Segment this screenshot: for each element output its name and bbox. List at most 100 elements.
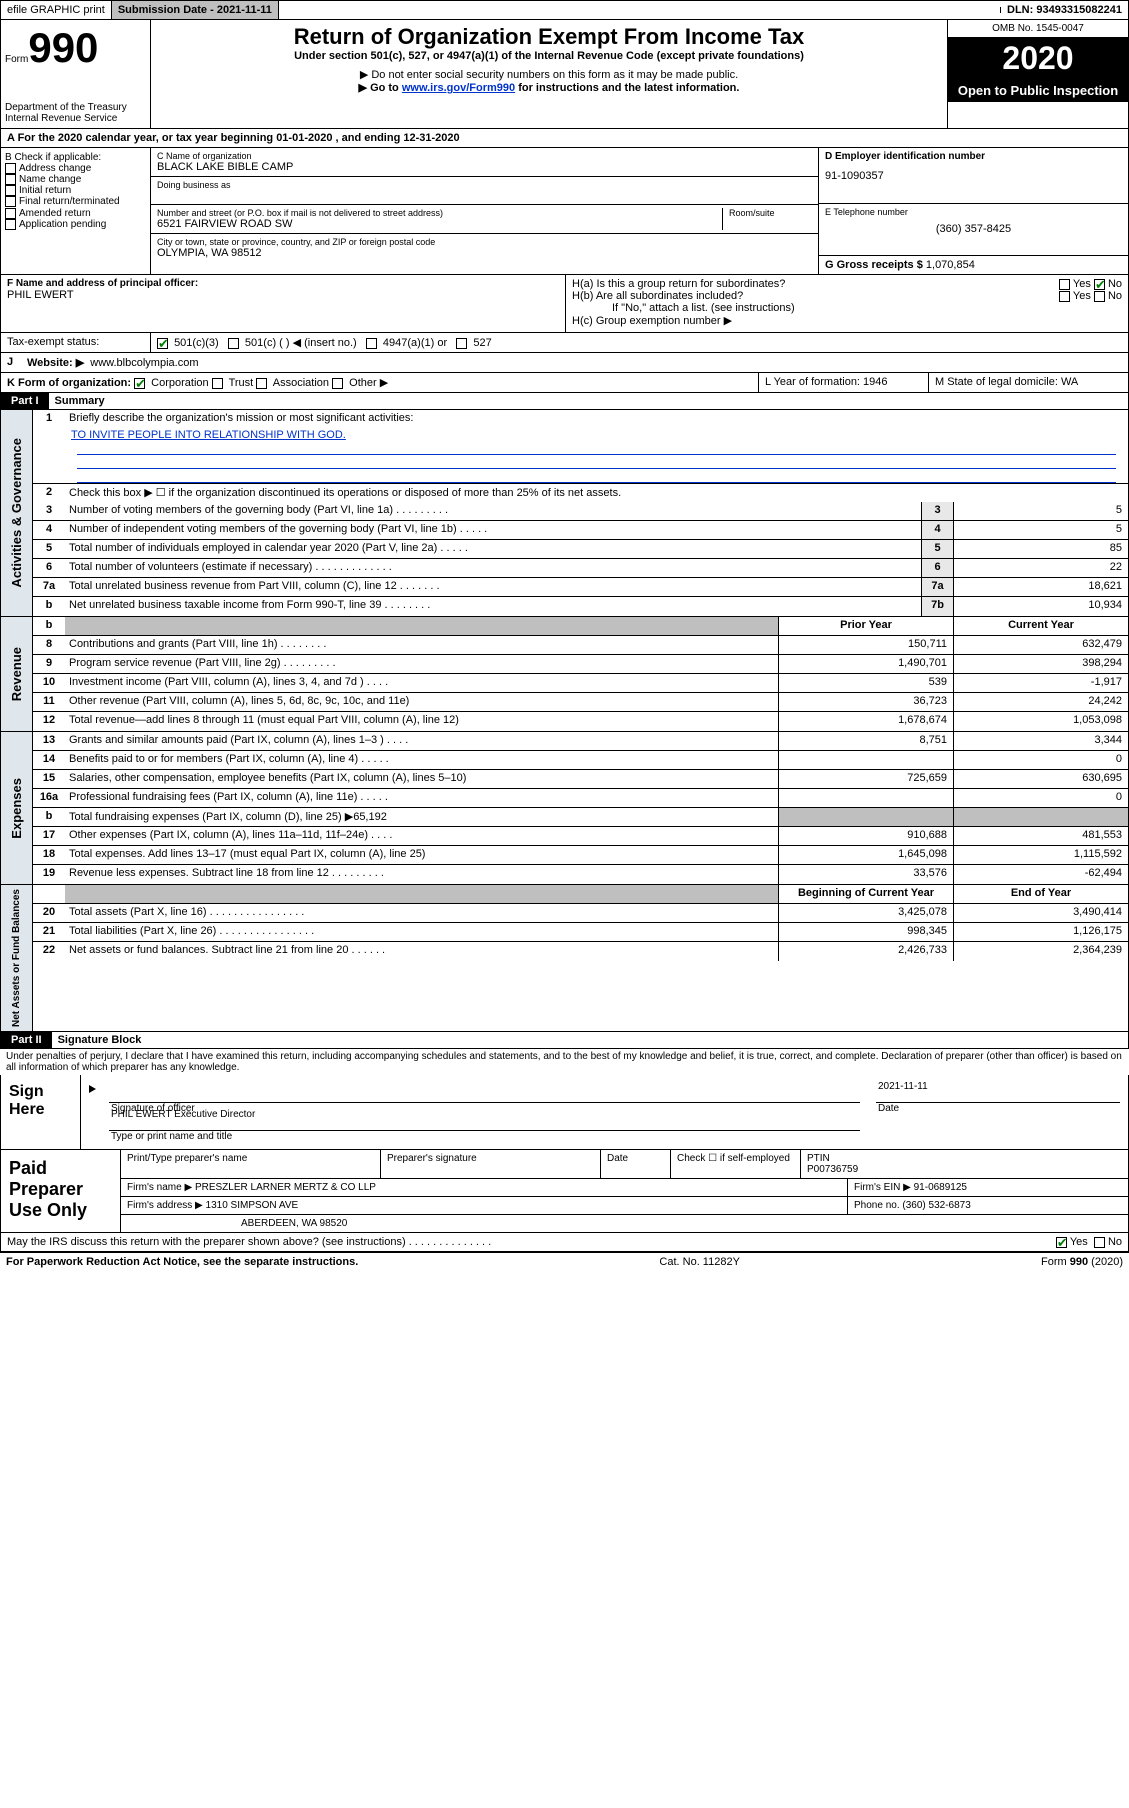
hb-yes: Yes: [1073, 290, 1091, 302]
c11: 24,242: [953, 693, 1128, 711]
row-j: J Website: ▶ www.blbcolympia.com: [0, 353, 1129, 373]
subtitle-1: Under section 501(c), 527, or 4947(a)(1)…: [155, 50, 943, 62]
c18: 1,115,592: [953, 846, 1128, 864]
phone: (360) 357-8425: [825, 223, 1122, 235]
dba-label: Doing business as: [157, 180, 812, 190]
row-klm: K Form of organization: Corporation Trus…: [0, 373, 1129, 393]
prep-name-h: Print/Type preparer's name: [121, 1150, 381, 1178]
begin-header: Beginning of Current Year: [778, 885, 953, 903]
instructions-link[interactable]: www.irs.gov/Form990: [402, 82, 515, 94]
exp-body: 13Grants and similar amounts paid (Part …: [33, 732, 1128, 884]
prep-body: Print/Type preparer's name Preparer's si…: [121, 1150, 1128, 1232]
l21: Total liabilities (Part X, line 26) . . …: [65, 923, 778, 941]
p12: 1,678,674: [778, 712, 953, 731]
arrow-icon: [89, 1085, 96, 1093]
city-box: City or town, state or province, country…: [151, 234, 818, 262]
website: www.blbcolympia.com: [90, 357, 198, 369]
l17: Other expenses (Part IX, column (A), lin…: [65, 827, 778, 845]
p16a: [778, 789, 953, 807]
footer-mid: Cat. No. 11282Y: [659, 1256, 740, 1268]
subtitle-2: ▶ Do not enter social security numbers o…: [155, 68, 943, 81]
mission-block: TO INVITE PEOPLE INTO RELATIONSHIP WITH …: [33, 429, 1128, 483]
hb-no: No: [1108, 290, 1122, 302]
ha-no: No: [1108, 278, 1122, 290]
ptin: P00736759: [807, 1164, 858, 1175]
box-deg: D Employer identification number 91-1090…: [818, 148, 1128, 274]
sign-section: Sign Here Signature of officer PHIL EWER…: [0, 1075, 1129, 1150]
penalty-text: Under penalties of perjury, I declare th…: [0, 1049, 1129, 1075]
l7a-val: 18,621: [953, 578, 1128, 596]
date-sublabel: Date: [878, 1103, 899, 1114]
l12: Total revenue—add lines 8 through 11 (mu…: [65, 712, 778, 731]
spacer: [279, 7, 1001, 13]
receipts: 1,070,854: [926, 259, 975, 271]
info-grid: B Check if applicable: Address change Na…: [0, 148, 1129, 275]
sig-date: 2021-11-11 Date: [876, 1079, 1120, 1103]
j-key: J: [1, 353, 21, 372]
c14: 0: [953, 751, 1128, 769]
dept-label: Department of the Treasury Internal Reve…: [5, 102, 146, 124]
name-label: C Name of organization: [157, 151, 812, 161]
c9: 398,294: [953, 655, 1128, 673]
hb-label: H(b) Are all subordinates included?: [572, 290, 743, 302]
ag-label-col: Activities & Governance: [1, 410, 33, 616]
rev-label: Revenue: [7, 643, 26, 705]
firm-addr2: ABERDEEN, WA 98520: [121, 1215, 1128, 1232]
k-other: Other ▶: [349, 377, 388, 389]
sig-name: PHIL EWERT Executive Director Type or pr…: [109, 1107, 860, 1131]
phone-label: E Telephone number: [825, 207, 1122, 217]
rev-label-col: Revenue: [1, 617, 33, 731]
l5-text: Total number of individuals employed in …: [65, 540, 921, 558]
na-label-col: Net Assets or Fund Balances: [1, 885, 33, 1031]
street: 6521 FAIRVIEW ROAD SW: [157, 218, 722, 230]
exp-label-col: Expenses: [1, 732, 33, 884]
org-name: BLACK LAKE BIBLE CAMP: [157, 161, 812, 173]
chk-initial: Initial return: [5, 185, 146, 196]
box-h: H(a) Is this a group return for subordin…: [566, 275, 1128, 332]
section-exp: Expenses 13Grants and similar amounts pa…: [0, 732, 1129, 885]
c19: -62,494: [953, 865, 1128, 884]
goto-suffix: for instructions and the latest informat…: [515, 82, 739, 94]
discuss-row: May the IRS discuss this return with the…: [0, 1233, 1129, 1252]
receipts-label: G Gross receipts $: [825, 259, 923, 271]
p18: 1,645,098: [778, 846, 953, 864]
section-ag: Activities & Governance 1Briefly describ…: [0, 410, 1129, 617]
sign-here-label: Sign Here: [1, 1075, 81, 1149]
part2-title: Signature Block: [52, 1032, 148, 1048]
m-state: M State of legal domicile: WA: [928, 373, 1128, 392]
part2-bar: Part II Signature Block: [0, 1032, 1129, 1049]
firm-ein: Firm's EIN ▶ 91-0689125: [848, 1179, 1128, 1196]
opt-4947: 4947(a)(1) or: [383, 337, 447, 349]
header-left: Form990 Department of the Treasury Inter…: [1, 20, 151, 128]
box-b: B Check if applicable: Address change Na…: [1, 148, 151, 274]
c21: 1,126,175: [953, 923, 1128, 941]
f-label: F Name and address of principal officer:: [7, 278, 559, 289]
c10: -1,917: [953, 674, 1128, 692]
c20: 3,490,414: [953, 904, 1128, 922]
l-year: L Year of formation: 1946: [758, 373, 928, 392]
form-title: Return of Organization Exempt From Incom…: [155, 24, 943, 50]
ein-box: D Employer identification number 91-1090…: [819, 148, 1128, 204]
header-right: OMB No. 1545-0047 2020 Open to Public In…: [948, 20, 1128, 128]
p14: [778, 751, 953, 769]
form-word: Form: [5, 54, 28, 65]
dba-box: Doing business as: [151, 177, 818, 205]
open-public: Open to Public Inspection: [948, 79, 1128, 102]
prep-row-4: ABERDEEN, WA 98520: [121, 1215, 1128, 1232]
l2-text: Check this box ▶ ☐ if the organization d…: [65, 484, 1128, 502]
omb-number: OMB No. 1545-0047: [948, 20, 1128, 38]
k-trust: Trust: [229, 377, 254, 389]
l1-text: Briefly describe the organization's miss…: [65, 410, 1128, 429]
phone-box: E Telephone number (360) 357-8425: [819, 204, 1128, 256]
rev-gray: [65, 617, 778, 635]
p10: 539: [778, 674, 953, 692]
top-bar: efile GRAPHIC print Submission Date - 20…: [0, 0, 1129, 20]
l20: Total assets (Part X, line 16) . . . . .…: [65, 904, 778, 922]
p9: 1,490,701: [778, 655, 953, 673]
c16a: 0: [953, 789, 1128, 807]
l4-val: 5: [953, 521, 1128, 539]
row-i: Tax-exempt status: 501(c)(3) 501(c) ( ) …: [0, 333, 1129, 353]
l6-text: Total number of volunteers (estimate if …: [65, 559, 921, 577]
section-na: Net Assets or Fund Balances Beginning of…: [0, 885, 1129, 1032]
footer: For Paperwork Reduction Act Notice, see …: [0, 1252, 1129, 1271]
